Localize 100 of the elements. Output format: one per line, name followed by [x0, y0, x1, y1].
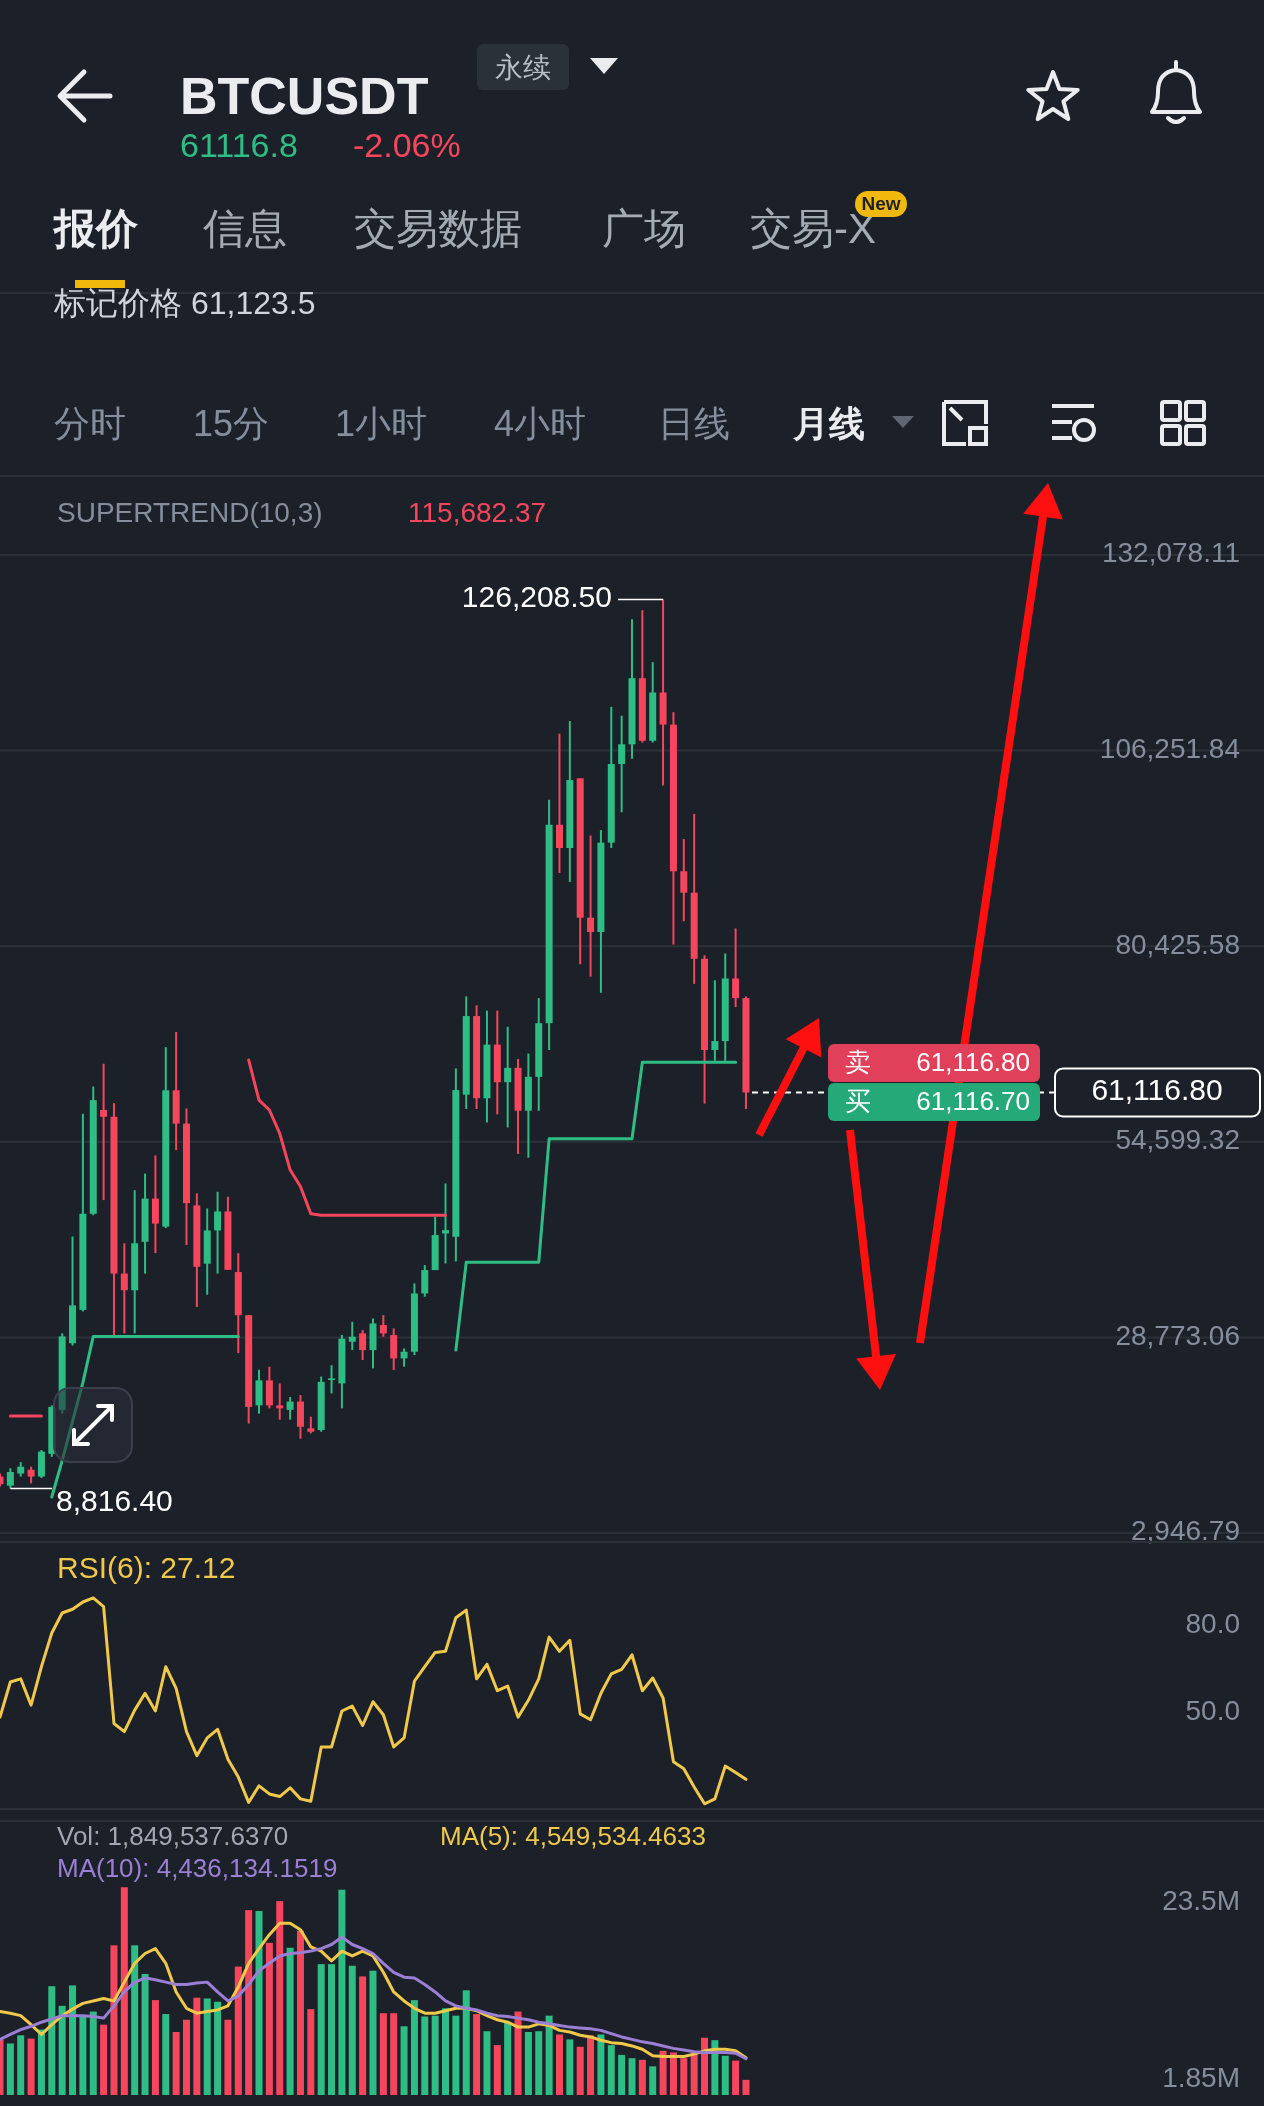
text: 月线	[792, 403, 865, 444]
text: 4小时	[494, 403, 587, 444]
candlestick	[6, 1467, 14, 1490]
bar	[162, 2014, 170, 2095]
candlestick	[421, 1264, 429, 1298]
bar	[182, 2019, 190, 2095]
bar	[37, 2029, 45, 2095]
bar	[69, 1985, 77, 2095]
annotation: Vol: 1,849,537.6370	[57, 1821, 289, 1851]
bar	[618, 2054, 626, 2095]
bar	[638, 2059, 646, 2095]
annotation: 61,116.70	[916, 1086, 1030, 1116]
text: SUPERTREND(10,3)	[57, 497, 323, 528]
bar	[535, 2031, 543, 2095]
bar	[690, 2053, 698, 2095]
annotation: 61,116.80	[916, 1047, 1030, 1077]
bar	[431, 2015, 439, 2095]
bar	[193, 1997, 201, 2095]
candlestick	[214, 1190, 222, 1275]
bar	[462, 1990, 470, 2095]
candlestick	[390, 1327, 398, 1372]
bar	[421, 2016, 429, 2095]
candlestick	[328, 1364, 336, 1395]
bar	[452, 2015, 460, 2095]
series-label: RSI(6): 27.12	[57, 1551, 236, 1584]
bar	[245, 1910, 253, 2095]
bar	[265, 1942, 273, 2095]
y-tick-label: 50.0	[1185, 1695, 1240, 1727]
bar	[359, 1976, 367, 2095]
bar	[514, 2011, 522, 2095]
y-tick-label: 28,773.06	[1115, 1319, 1240, 1351]
text: 广场	[602, 205, 686, 252]
bar	[286, 1947, 294, 2095]
candlestick	[680, 838, 688, 923]
bar	[473, 2014, 481, 2095]
bar	[504, 2022, 512, 2095]
bar	[587, 2035, 595, 2095]
candlestick	[618, 714, 626, 814]
text: -2.06%	[353, 126, 461, 164]
y-tick-label: 1.85M	[1162, 2062, 1240, 2094]
bar	[379, 2013, 387, 2095]
y-tick-label: 2,946.79	[1131, 1515, 1240, 1547]
candlestick	[504, 1025, 512, 1129]
candlestick	[286, 1396, 294, 1421]
line-series	[0, 1596, 748, 1806]
bar	[628, 2058, 636, 2095]
candlestick	[348, 1320, 356, 1352]
bar	[442, 2008, 450, 2095]
bar	[224, 2019, 232, 2095]
bar	[131, 1945, 139, 2095]
text: 永续	[495, 52, 551, 83]
bar	[566, 2039, 574, 2095]
bar	[296, 1930, 304, 2095]
bar	[120, 1887, 128, 2095]
bar	[27, 2038, 35, 2095]
bar	[390, 2013, 398, 2095]
ref-line-label: 61,116.80	[1091, 1073, 1223, 1107]
y-tick-label: 23.5M	[1162, 1885, 1240, 1917]
bar	[328, 1964, 336, 2095]
annotation: 买	[845, 1086, 871, 1116]
text: 15分	[193, 403, 270, 444]
y-tick-label: 80,425.58	[1115, 928, 1240, 960]
bar	[701, 2037, 709, 2095]
bar	[483, 2031, 491, 2095]
text: 信息	[203, 205, 287, 252]
bar	[669, 2052, 677, 2095]
candlestick	[359, 1329, 367, 1362]
bar	[649, 2066, 657, 2095]
annotation: 8,816.40	[56, 1483, 173, 1517]
text: MA(5): 4,549,534.4633	[440, 1821, 706, 1851]
bar	[555, 2034, 563, 2095]
candlestick	[379, 1314, 387, 1338]
bar	[400, 2026, 408, 2095]
candlestick	[555, 732, 563, 874]
bar	[89, 2011, 97, 2095]
bar	[607, 2045, 615, 2095]
bar	[203, 1998, 211, 2095]
text: 分时	[54, 403, 126, 444]
chart-title: BTCUSDT	[180, 67, 429, 125]
annotation: 卖	[845, 1047, 871, 1077]
bar	[524, 2032, 532, 2095]
bar	[234, 1966, 242, 2095]
bar	[317, 1964, 325, 2095]
y-tick-label: 80.0	[1185, 1608, 1240, 1640]
text: 报价	[52, 205, 139, 252]
bar	[742, 2079, 750, 2095]
candlestick	[587, 834, 595, 978]
bar	[348, 1965, 356, 2095]
bar	[214, 2001, 222, 2095]
candlestick	[732, 927, 740, 1009]
candlestick	[100, 1062, 108, 1202]
bar	[79, 2015, 87, 2095]
text: 1小时	[335, 403, 428, 444]
bar	[110, 1945, 118, 2095]
bar	[255, 1910, 263, 2095]
bar	[58, 2005, 66, 2095]
bar	[545, 2015, 553, 2095]
text: 日线	[658, 403, 730, 444]
bar	[151, 2000, 159, 2095]
bar	[338, 1889, 346, 2095]
